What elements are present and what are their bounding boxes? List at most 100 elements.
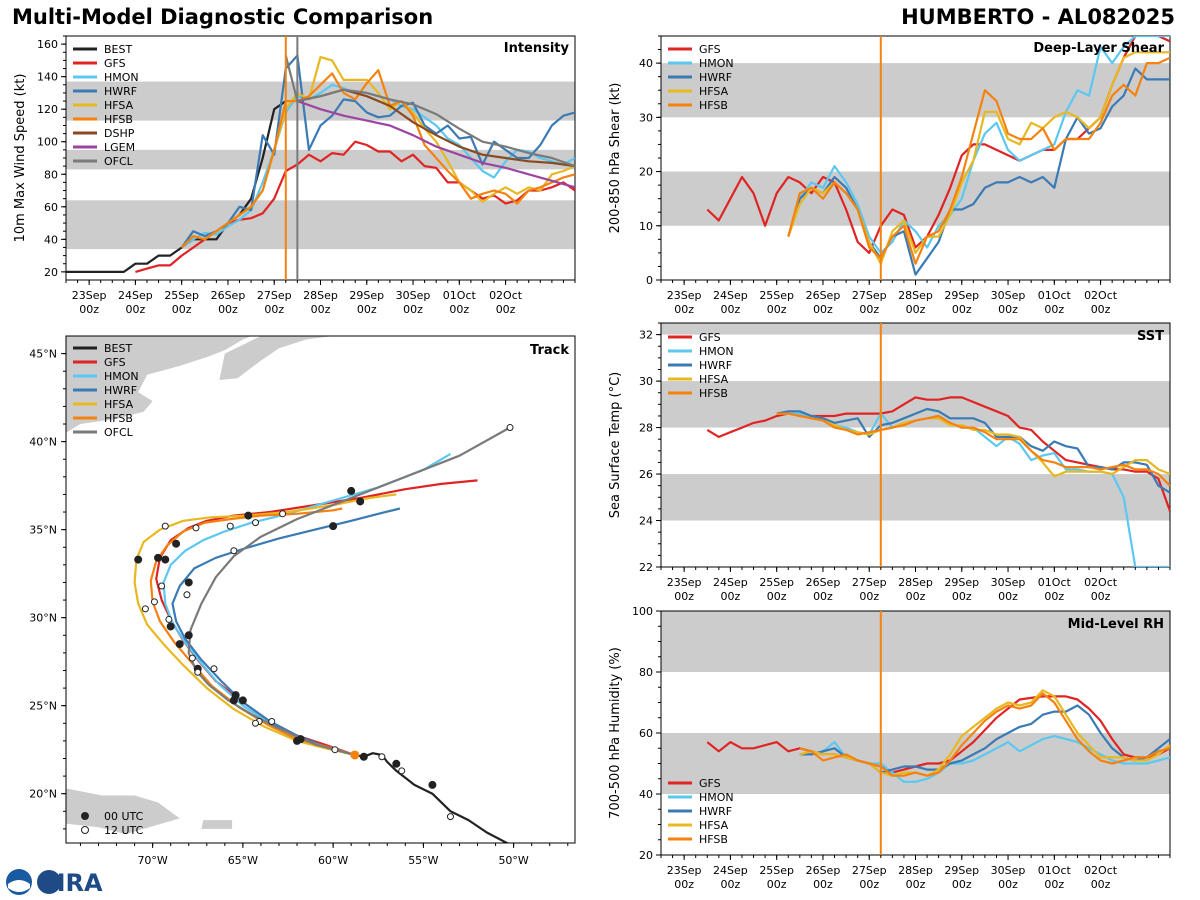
marker-12utc xyxy=(268,718,276,726)
intensity-ytick-label: 100 xyxy=(37,136,58,149)
legend-label-hfsa: HFSA xyxy=(104,99,134,112)
intensity-title: Intensity xyxy=(504,41,570,56)
rh-xtick-day: 30Sep xyxy=(991,864,1026,877)
shear-ytick-label: 20 xyxy=(639,166,653,179)
intensity-xtick-day: 29Sep xyxy=(349,289,384,302)
track-best xyxy=(354,752,510,843)
rh-xtick-hour: 00z xyxy=(952,878,972,891)
rh-xtick-hour: 00z xyxy=(1044,878,1064,891)
legend-marker-label: 00 UTC xyxy=(104,810,144,823)
marker-12utc xyxy=(331,746,339,754)
sst-ytick-label: 28 xyxy=(639,422,653,435)
legend-label-hmon: HMON xyxy=(699,791,734,804)
intensity-xtick-day: 28Sep xyxy=(303,289,338,302)
legend-label-hmon: HMON xyxy=(699,345,734,358)
track-ytick-label: 25°N xyxy=(29,700,57,713)
intensity-xtick-day: 26Sep xyxy=(211,289,246,302)
marker-12utc xyxy=(188,654,196,662)
chart-sst: 22242628303223Sep00z24Sep00z25Sep00z26Se… xyxy=(608,322,1171,603)
shear-xtick-hour: 00z xyxy=(721,303,741,316)
series-hwrf xyxy=(787,67,1170,276)
rh-xtick-day: 24Sep xyxy=(713,864,748,877)
marker-12utc xyxy=(398,767,406,775)
intensity-xtick-hour: 00z xyxy=(79,303,99,316)
intensity-ytick-label: 40 xyxy=(44,233,58,246)
marker-00utc xyxy=(347,486,356,495)
sst-xtick-day: 24Sep xyxy=(713,576,748,589)
intensity-xtick-hour: 00z xyxy=(172,303,192,316)
rh-xtick-hour: 00z xyxy=(906,878,926,891)
intensity-xtick-hour: 00z xyxy=(311,303,331,316)
shear-title: Deep-Layer Shear xyxy=(1033,41,1164,56)
shear-xtick-day: 30Sep xyxy=(991,289,1026,302)
sst-xtick-hour: 00z xyxy=(1044,590,1064,603)
legend-label-gfs: GFS xyxy=(104,57,126,70)
rh-ytick-label: 80 xyxy=(639,666,653,679)
legend-label-hfsa: HFSA xyxy=(699,819,729,832)
sst-xtick-hour: 00z xyxy=(859,590,879,603)
legend-label-ofcl: OFCL xyxy=(104,426,134,439)
sst-band xyxy=(661,474,1170,521)
series-gfs xyxy=(706,695,1170,774)
intensity-xtick-hour: 00z xyxy=(496,303,516,316)
shear-xtick-hour: 00z xyxy=(859,303,879,316)
shear-xtick-day: 27Sep xyxy=(852,289,887,302)
legend-label-hmon: HMON xyxy=(104,71,139,84)
shear-xtick-hour: 00z xyxy=(1044,303,1064,316)
track-frame xyxy=(65,335,576,844)
marker-12utc xyxy=(252,719,260,727)
legend-label-dshp: DSHP xyxy=(104,127,135,140)
intensity-band xyxy=(66,149,575,170)
marker-00utc xyxy=(134,555,143,564)
marker-12utc xyxy=(226,522,234,530)
intensity-ytick-label: 120 xyxy=(37,103,58,116)
legend-label-hwrf: HWRF xyxy=(104,85,137,98)
csu-emblem-icon xyxy=(37,870,61,894)
legend-label-hfsb: HFSB xyxy=(104,113,133,126)
intensity-band xyxy=(66,200,575,250)
sst-frame xyxy=(660,322,1171,568)
shear-xtick-hour: 00z xyxy=(767,303,787,316)
marker-12utc xyxy=(192,524,200,532)
sst-band xyxy=(661,323,1170,335)
series-lgem xyxy=(297,100,575,189)
rh-xtick-day: 28Sep xyxy=(898,864,933,877)
sst-xtick-hour: 00z xyxy=(767,590,787,603)
land-mass xyxy=(219,336,334,380)
track-xtick-label: 70°W xyxy=(137,854,167,867)
intensity-xtick-day: 25Sep xyxy=(164,289,199,302)
marker-12utc xyxy=(183,591,191,599)
marker-00utc xyxy=(238,696,247,705)
legend-label-hfsa: HFSA xyxy=(699,85,729,98)
series-hfsb xyxy=(799,692,1170,777)
shear-ytick-label: 30 xyxy=(639,111,653,124)
intensity-xtick-hour: 00z xyxy=(357,303,377,316)
rh-ytick-label: 40 xyxy=(639,788,653,801)
shear-xtick-hour: 00z xyxy=(998,303,1018,316)
marker-00utc xyxy=(359,752,368,761)
shear-xtick-hour: 00z xyxy=(813,303,833,316)
track-gfs xyxy=(155,479,478,757)
rh-xtick-hour: 00z xyxy=(674,878,694,891)
shear-band xyxy=(661,63,1170,118)
rh-ytick-label: 60 xyxy=(639,727,653,740)
marker-12utc xyxy=(165,615,173,623)
intensity-xtick-hour: 00z xyxy=(403,303,423,316)
shear-xtick-day: 23Sep xyxy=(667,289,702,302)
sst-title: SST xyxy=(1137,329,1164,344)
shear-xtick-hour: 00z xyxy=(674,303,694,316)
shear-xtick-hour: 00z xyxy=(1091,303,1111,316)
legend-label-gfs: GFS xyxy=(699,777,721,790)
rh-xtick-day: 23Sep xyxy=(667,864,702,877)
marker-00utc xyxy=(244,511,253,520)
legend-label-hmon: HMON xyxy=(699,57,734,70)
sst-xtick-hour: 00z xyxy=(1091,590,1111,603)
sst-ylabel: Sea Surface Temp (°C) xyxy=(608,372,623,519)
cira-logo: CIRA xyxy=(6,869,103,896)
land-mass xyxy=(201,820,233,829)
intensity-xtick-day: 01Oct xyxy=(443,289,477,302)
sst-xtick-hour: 00z xyxy=(998,590,1018,603)
sst-xtick-day: 27Sep xyxy=(852,576,887,589)
track-hfsb xyxy=(149,507,356,757)
